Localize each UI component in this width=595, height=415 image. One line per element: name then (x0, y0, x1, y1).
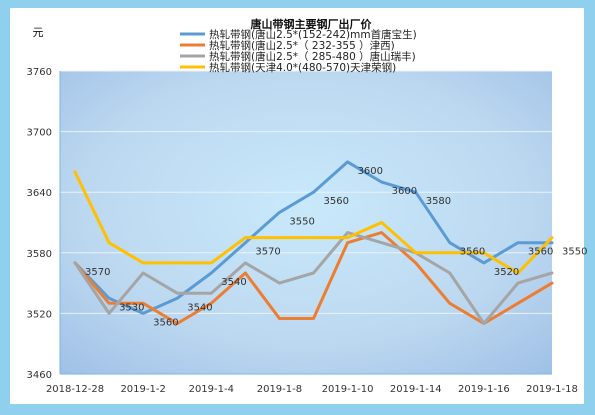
y-tick-label: 3640 (27, 188, 52, 199)
series-line (73, 231, 554, 325)
data-label: 3540 (221, 277, 246, 288)
data-label: 3600 (392, 186, 417, 197)
legend-label: 热轧带钢(唐山2.5*（ 232-355 ）津西) (209, 39, 395, 52)
x-tick-label: 2019-1-18 (526, 384, 578, 395)
x-tick-label: 2019-1-2 (120, 384, 165, 395)
data-label: 3560 (153, 317, 178, 328)
y-tick-label: 3460 (27, 370, 52, 381)
x-tick-label: 2019-1-14 (390, 384, 442, 395)
data-label: 3600 (358, 166, 383, 177)
x-axis-ticks: 2018-12-28 2019-1-2 2019-1-4 2019-1-8 2019-1… (46, 384, 578, 395)
data-label: 3530 (119, 302, 144, 313)
y-axis-unit: 元 (33, 26, 44, 39)
data-label: 3560 (528, 247, 553, 258)
series-line (73, 170, 554, 275)
data-label: 3570 (85, 267, 110, 278)
x-tick-label: 2019-1-10 (322, 384, 374, 395)
data-label: 3550 (289, 216, 314, 227)
legend-label: 热轧带钢(唐山2.5*（ 285-480 ）唐山瑞丰) (209, 50, 416, 63)
y-tick-label: 3700 (27, 128, 52, 139)
chart-title: 唐山带钢主要钢厂出厂价 (251, 17, 373, 31)
data-label: 3560 (324, 196, 349, 207)
data-labels: 3570 3530 3560 3540 3540 3570 3550 3560 3600 3600… (85, 166, 587, 329)
legend-label: 热轧带钢(唐山2.5*(152-242)mm首唐宝生) (209, 28, 417, 41)
data-label: 3540 (187, 302, 212, 313)
legend: 热轧带钢(唐山2.5*(152-242)mm首唐宝生)热轧带钢(唐山2.5*（ … (180, 28, 417, 74)
x-tick-label: 2019-1-8 (257, 384, 302, 395)
y-tick-label: 3580 (27, 249, 52, 260)
x-tick-label: 2019-1-4 (189, 384, 234, 395)
y-tick-label: 3520 (27, 309, 52, 320)
data-label: 3520 (494, 267, 519, 278)
plot-area (60, 71, 552, 374)
y-tick-label: 3760 (27, 67, 52, 78)
gridlines (59, 70, 552, 375)
x-tick-label: 2018-12-28 (46, 384, 104, 395)
legend-label: 热轧带钢(天津4.0*(480-570)天津荣钢) (209, 61, 396, 74)
data-label: 3550 (562, 247, 587, 258)
x-tick-label: 2019-1-16 (458, 384, 510, 395)
data-label: 3580 (426, 196, 451, 207)
y-axis-ticks: 3460 3520 3580 3640 3700 3760 (27, 67, 52, 381)
series-line (73, 231, 554, 325)
data-label: 3560 (460, 247, 485, 258)
data-label: 3570 (255, 247, 280, 258)
series-lines (73, 160, 554, 325)
